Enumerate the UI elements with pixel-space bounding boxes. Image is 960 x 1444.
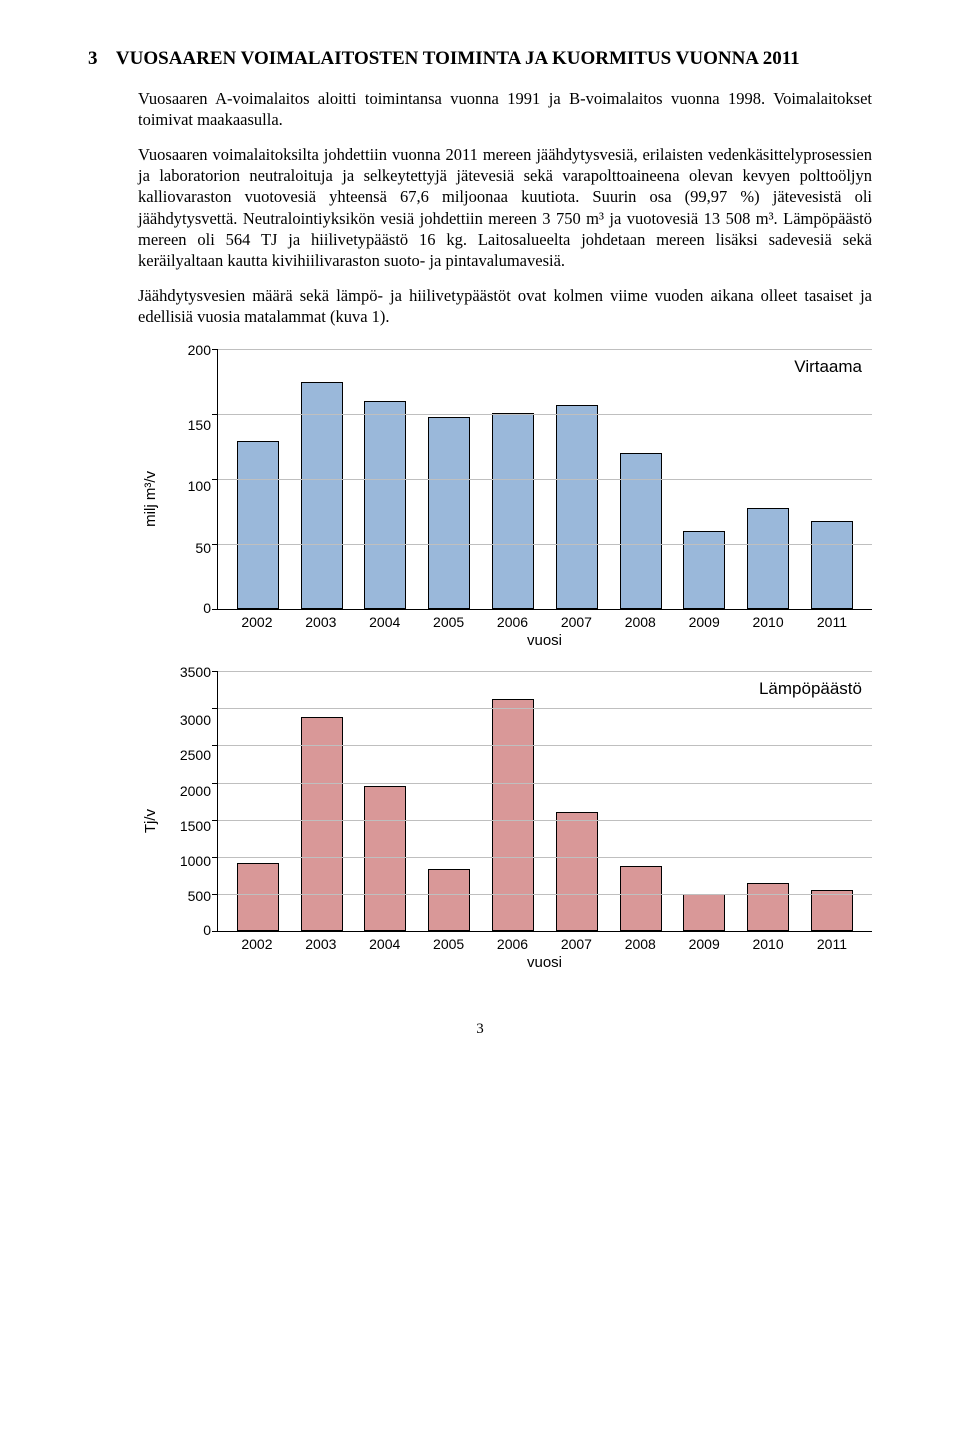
chart1-xaxis: 2002 2003 2004 2005 2006 2007 2008 2009 2010 2011 bbox=[217, 610, 872, 630]
gridline bbox=[218, 671, 872, 672]
ytick-label: 1500 bbox=[163, 819, 211, 833]
bar bbox=[492, 699, 534, 931]
ytick bbox=[212, 349, 218, 350]
ytick bbox=[212, 894, 218, 895]
gridline bbox=[218, 745, 872, 746]
chart1-plot: Virtaama bbox=[217, 349, 872, 610]
chart2-plot: Lämpöpäästö bbox=[217, 671, 872, 932]
gridline bbox=[218, 544, 872, 545]
gridline bbox=[218, 708, 872, 709]
bar bbox=[301, 717, 343, 931]
ytick bbox=[212, 931, 218, 932]
chart2-yaxis: 3500300025002000150010005000 bbox=[163, 671, 217, 931]
bar bbox=[364, 786, 406, 931]
ytick bbox=[212, 544, 218, 545]
ytick-label: 0 bbox=[163, 923, 211, 937]
ytick-label: 100 bbox=[163, 479, 211, 493]
ytick bbox=[212, 708, 218, 709]
chart2-ylabel: Tj/v bbox=[138, 809, 163, 833]
xtick-label: 2006 bbox=[492, 614, 534, 630]
bar bbox=[556, 812, 598, 931]
chart-virtaama: milj m³/v 200150100500 Virtaama 20022003… bbox=[138, 349, 872, 649]
ytick-label: 1000 bbox=[163, 854, 211, 868]
xtick-label: 2009 bbox=[683, 614, 725, 630]
xtick-label: 2008 bbox=[619, 614, 661, 630]
xtick-label: 2009 bbox=[683, 936, 725, 952]
gridline bbox=[218, 479, 872, 480]
gridline bbox=[218, 894, 872, 895]
bar bbox=[620, 453, 662, 609]
bar bbox=[811, 521, 853, 609]
chart1-yaxis: 200150100500 bbox=[163, 349, 217, 609]
gridline bbox=[218, 857, 872, 858]
ytick bbox=[212, 609, 218, 610]
heading-number: 3 bbox=[88, 48, 98, 70]
bar bbox=[301, 382, 343, 610]
paragraph: Jäähdytysvesien määrä sekä lämpö- ja hii… bbox=[138, 285, 872, 327]
ytick bbox=[212, 820, 218, 821]
ytick bbox=[212, 857, 218, 858]
chart-lampopaasto: Tj/v 3500300025002000150010005000 Lämpöp… bbox=[138, 671, 872, 971]
bar bbox=[428, 417, 470, 609]
xtick-label: 2008 bbox=[619, 936, 661, 952]
bar bbox=[237, 863, 279, 931]
bar bbox=[683, 894, 725, 931]
xtick-label: 2011 bbox=[811, 936, 853, 952]
xtick-label: 2004 bbox=[364, 614, 406, 630]
bar bbox=[747, 883, 789, 931]
chart1-ylabel: milj m³/v bbox=[138, 471, 163, 527]
gridline bbox=[218, 414, 872, 415]
ytick bbox=[212, 671, 218, 672]
xtick-label: 2003 bbox=[300, 936, 342, 952]
xtick-label: 2007 bbox=[555, 614, 597, 630]
paragraph: Vuosaaren voimalaitoksilta johdettiin vu… bbox=[138, 144, 872, 271]
heading-text: VUOSAAREN VOIMALAITOSTEN TOIMINTA JA KUO… bbox=[116, 48, 800, 69]
ytick-label: 2500 bbox=[163, 748, 211, 762]
bar bbox=[620, 866, 662, 931]
ytick-label: 3000 bbox=[163, 713, 211, 727]
xtick-label: 2003 bbox=[300, 614, 342, 630]
xtick-label: 2005 bbox=[428, 614, 470, 630]
bar bbox=[747, 508, 789, 609]
chart2-xlabel: vuosi bbox=[217, 954, 872, 971]
chart2-xaxis: 2002 2003 2004 2005 2006 2007 2008 2009 2010 2011 bbox=[217, 932, 872, 952]
xtick-label: 2010 bbox=[747, 614, 789, 630]
ytick-label: 3500 bbox=[163, 665, 211, 679]
xtick-label: 2005 bbox=[428, 936, 470, 952]
xtick-label: 2004 bbox=[364, 936, 406, 952]
gridline bbox=[218, 349, 872, 350]
xtick-label: 2002 bbox=[236, 936, 278, 952]
ytick-label: 150 bbox=[163, 418, 211, 432]
ytick-label: 50 bbox=[163, 541, 211, 555]
ytick-label: 2000 bbox=[163, 784, 211, 798]
chart1-xlabel: vuosi bbox=[217, 632, 872, 649]
page-number: 3 bbox=[88, 1021, 872, 1038]
xtick-label: 2002 bbox=[236, 614, 278, 630]
gridline bbox=[218, 783, 872, 784]
bar bbox=[492, 413, 534, 609]
bar bbox=[364, 401, 406, 609]
xtick-label: 2011 bbox=[811, 614, 853, 630]
ytick bbox=[212, 783, 218, 784]
xtick-label: 2007 bbox=[555, 936, 597, 952]
xtick-label: 2006 bbox=[492, 936, 534, 952]
section-heading: 3 VUOSAAREN VOIMALAITOSTEN TOIMINTA JA K… bbox=[88, 48, 872, 70]
ytick-label: 0 bbox=[163, 601, 211, 615]
ytick bbox=[212, 414, 218, 415]
ytick-label: 200 bbox=[163, 343, 211, 357]
gridline bbox=[218, 820, 872, 821]
bar bbox=[811, 890, 853, 932]
bar bbox=[683, 531, 725, 609]
xtick-label: 2010 bbox=[747, 936, 789, 952]
bar bbox=[237, 441, 279, 609]
ytick bbox=[212, 745, 218, 746]
bar bbox=[556, 405, 598, 609]
ytick-label: 500 bbox=[163, 889, 211, 903]
paragraph: Vuosaaren A-voimalaitos aloitti toiminta… bbox=[138, 88, 872, 130]
ytick bbox=[212, 479, 218, 480]
bar bbox=[428, 869, 470, 931]
